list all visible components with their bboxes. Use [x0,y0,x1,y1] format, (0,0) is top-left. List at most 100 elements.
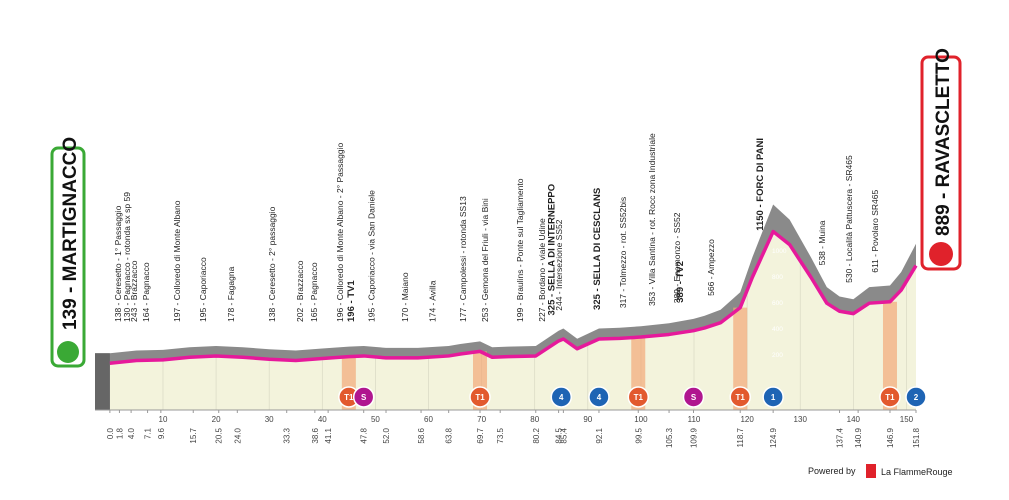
km-label: 84.5 [555,427,564,443]
marker-label: T1 [344,393,354,402]
km-label: 124.9 [769,427,778,448]
marker [627,386,650,408]
waypoint-label: 164 - Pagnacco [141,262,151,322]
waypoint-label: 174 - Avilla [428,280,438,322]
km-label: 7.1 [144,427,153,439]
km-label: 20.5 [215,427,224,443]
km-label: 15.7 [189,427,198,443]
x-tick-label: 130 [794,415,808,424]
start-label: 139 - MARTIGNACCO [60,137,81,330]
km-label: 105.3 [665,427,674,448]
km-label: 109.9 [689,427,698,448]
start-icon [57,341,79,363]
plot: 10 20 30 40 50 60 70 80 90 100 110 120 130 140 150 200 4… [95,133,927,448]
waypoint-label: 325 - SELLA DI CESCLANS [592,188,603,310]
waypoint-label: 566 - Ampezzo [706,239,716,296]
x-tick-label: 90 [583,415,592,424]
waypoint-label: 165 - Pagnacco [309,262,319,322]
km-label: 1.8 [115,427,124,439]
y-tick-label: 200 [772,352,783,359]
km-label: 63.8 [445,427,454,443]
km-label: 80.2 [532,427,541,443]
x-tick-label: 140 [847,415,861,424]
finish-banner [920,55,962,271]
x-tick-label: 110 [688,415,701,424]
powered-by: Powered by [808,466,856,476]
km-label: 41.1 [324,427,333,443]
start-banner [50,146,86,368]
km-label: 9.6 [157,427,166,439]
waypoint-label: 177 - Campolessi - rotonda SS13 [458,196,468,322]
marker [762,386,784,408]
waypoint-label: 138 - Ceresetto - 2° passaggio [267,206,277,322]
waypoint-label: 244 - Intersezione SS52 [554,219,564,310]
brand-logo [866,464,876,478]
waypoint-label: 199 - Braulins - Ponte sul Tagliamento [515,178,525,322]
waypoint-label: 611 - Povolaro SR465 [870,190,880,273]
marker [469,386,491,408]
waypoint-label: 170 - Maiano [400,272,410,322]
waypoint-label: 197 - Colloredo di Monte Albano [172,200,182,322]
x-tick-label: 30 [265,415,274,424]
waypoint-label: 317 - Tolmezzo - rot. SS52bis [618,197,628,308]
finish-icon [929,242,953,266]
km-label: 140.9 [854,427,863,448]
marker-label: T1 [736,393,746,402]
y-tick-label: 400 [772,326,783,333]
x-tick-label: 40 [318,415,327,424]
marker [550,386,573,408]
marker [352,386,375,408]
km-label: 92.1 [595,427,604,443]
km-label: 69.7 [476,427,485,443]
km-label: 151.8 [912,427,921,448]
marker-label: 2 [914,393,919,402]
waypoint-label: 195 - Caporiacco - via San Daniele [367,190,377,322]
km-label: 137.4 [836,427,845,448]
marker-label: 1 [771,393,776,402]
km-label: 73.5 [496,427,505,443]
x-tick-label: 80 [530,415,539,424]
marker-label: 4 [597,393,602,402]
waypoint-label: 353 - Villa Santina - rot. Rocc zona Ind… [647,133,657,306]
brand: La FlammeRouge [881,467,953,477]
y-tick-label: 800 [772,274,783,281]
y-tick-label: 600 [772,300,783,307]
waypoint-label: 1150 - FORC DI PANI [755,138,766,231]
marker-label: 4 [559,393,564,402]
waypoint-label: 227 - Bordano - viale Udine [537,218,547,322]
profile-area [109,231,917,410]
sprint-band [882,301,897,410]
waypoint-label: 138 - Ceresetto - 1° Passaggio [113,205,123,322]
finish-label: 889 - RAVASCLETTO [933,48,954,236]
km-label: 118.7 [736,427,745,447]
left-edge [95,353,110,410]
waypoint-label: 389 - Enemonzo - SS52 [672,212,682,303]
waypoint-label: 530 - Località Pattuscera - SR465 [844,155,854,283]
marker-label: T1 [634,393,644,402]
y-tick-label: 1000 [772,248,787,255]
marker [682,386,705,408]
x-tick-label: 70 [477,415,486,424]
km-label: 85.4 [559,427,568,443]
waypoint-label: 243 - Brazzacco [129,260,139,322]
waypoint-label: 538 - Muina [817,220,827,265]
sprint-band [733,307,748,410]
marker [879,386,901,408]
x-tick-label: 50 [371,415,380,424]
x-tick-label: 100 [634,415,648,424]
km-label: 0.0 [106,427,115,439]
waypoint-label: 253 - Gemona del Friuli - via Bini [480,198,490,322]
marker-label: T1 [885,393,895,402]
waypoint-label: 178 - Fagagna [226,266,236,322]
x-tick-label: 60 [424,415,433,424]
marker-label: S [361,393,367,402]
waypoint-label: 195 - Caporiacco [198,257,208,322]
waypoint-label: 325 - SELLA DI INTERNEPPO [547,184,558,316]
marker [588,386,610,408]
marker-label: T1 [475,393,485,402]
x-tick-label: 150 [900,415,914,424]
waypoint-label: 130 - Pagnacco - rotonda sx sp 59 [122,192,132,322]
marker-label: S [691,393,697,402]
waypoint-label: 389 - TV2 [675,261,686,303]
km-label: 99.5 [634,427,643,443]
